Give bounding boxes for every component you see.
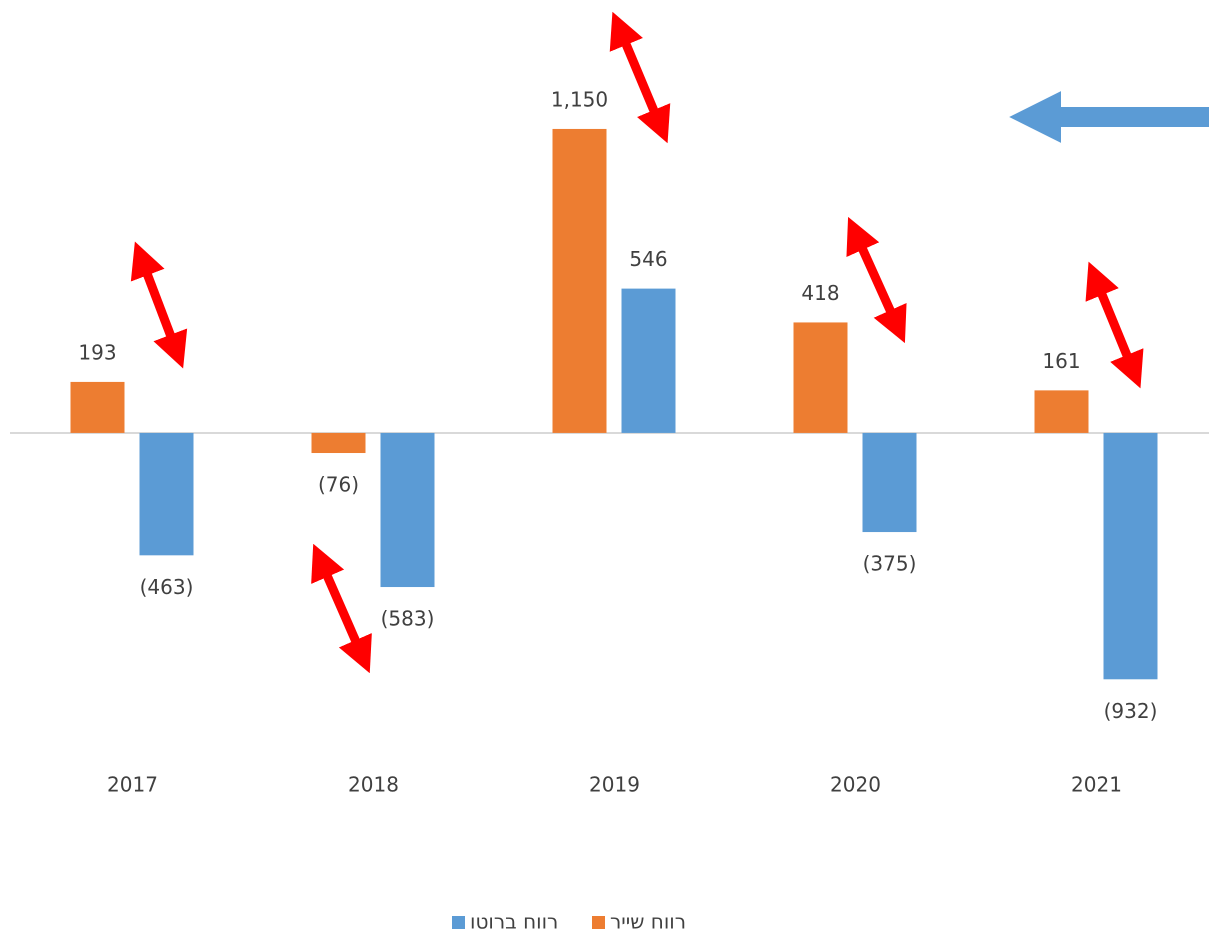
legend-swatch bbox=[452, 916, 465, 929]
data-label: 193 bbox=[78, 340, 116, 364]
red-arrow bbox=[311, 543, 372, 674]
bar bbox=[552, 128, 607, 433]
red-arrow bbox=[130, 241, 188, 369]
annotations bbox=[130, 11, 1209, 674]
x-tick-label: 2017 bbox=[107, 773, 158, 797]
bar bbox=[380, 432, 435, 588]
red-arrow bbox=[1085, 261, 1144, 389]
bar bbox=[311, 432, 366, 454]
data-label: (76) bbox=[318, 473, 359, 497]
x-tick-label: 2018 bbox=[348, 773, 399, 797]
data-label: (583) bbox=[381, 607, 435, 631]
x-tick-label: 2020 bbox=[830, 773, 881, 797]
legend-label: רווח ברוטו bbox=[470, 910, 558, 934]
bar bbox=[70, 381, 125, 433]
legend-swatch bbox=[592, 916, 605, 929]
data-label: (375) bbox=[863, 552, 917, 576]
red-arrow bbox=[609, 11, 671, 144]
data-label: 1,150 bbox=[551, 87, 608, 111]
red-arrow bbox=[846, 216, 907, 344]
bar bbox=[621, 288, 676, 433]
bar bbox=[139, 432, 194, 556]
legend-label: רווח שייר bbox=[610, 910, 686, 934]
x-tick-label: 2019 bbox=[589, 773, 640, 797]
bar bbox=[862, 432, 917, 533]
bar bbox=[793, 322, 848, 433]
data-label: (932) bbox=[1104, 699, 1158, 723]
bar bbox=[1103, 432, 1158, 680]
data-label: (463) bbox=[140, 575, 194, 599]
bar bbox=[1034, 390, 1089, 433]
data-label: 161 bbox=[1042, 349, 1080, 373]
data-label: 546 bbox=[629, 247, 667, 271]
x-tick-label: 2021 bbox=[1071, 773, 1122, 797]
data-label: 418 bbox=[801, 281, 839, 305]
